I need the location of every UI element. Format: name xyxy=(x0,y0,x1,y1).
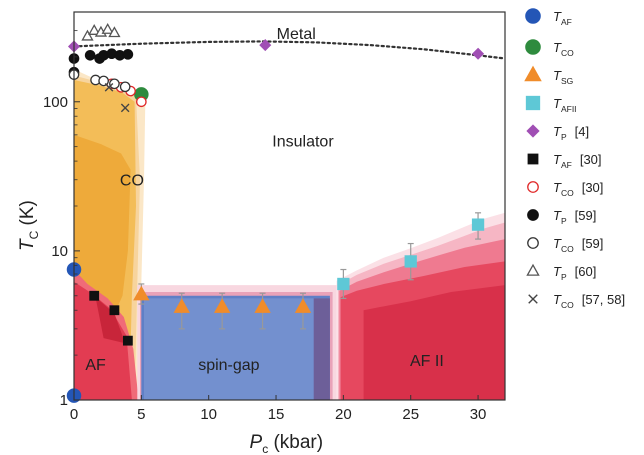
region-label-0: Metal xyxy=(277,26,316,43)
legend-marker-5 xyxy=(527,153,539,165)
region-label-5: AF II xyxy=(410,353,444,370)
x-axis-label: Pc (kbar) xyxy=(250,432,324,455)
data-point-2-3 xyxy=(254,298,271,313)
data-point-10-1 xyxy=(120,103,130,113)
legend-marker-10 xyxy=(528,294,538,304)
region-label-2: CO xyxy=(120,173,144,190)
legend-marker-4 xyxy=(526,124,540,138)
x-tick-label-0: 0 xyxy=(70,406,78,423)
data-point-6-3 xyxy=(136,96,147,108)
x-tick-label-3: 15 xyxy=(268,406,285,423)
x-tick-label-1: 5 xyxy=(137,406,145,423)
legend-marker-1 xyxy=(525,39,541,55)
data-point-5-0 xyxy=(89,290,100,301)
legend: TAF TCO TSG TAFII TP [4] TAF [30] TCO [30] TP [59] T… xyxy=(524,8,625,310)
legend-label-1: TCO xyxy=(553,40,574,58)
legend-label-2: TSG xyxy=(553,68,573,86)
x-tick-label-6: 30 xyxy=(470,406,487,423)
legend-label-4: TP [4] xyxy=(553,124,589,142)
sg-region-body xyxy=(144,298,325,400)
y-axis-ticks: 1 10 100 xyxy=(43,11,80,409)
x-tick-label-5: 25 xyxy=(402,406,419,423)
data-point-9-0 xyxy=(81,29,94,41)
legend-marker-7 xyxy=(527,209,539,221)
legend-marker-3 xyxy=(525,95,541,111)
data-point-2-0 xyxy=(133,285,150,301)
data-point-4-2 xyxy=(472,47,485,60)
data-points xyxy=(66,22,485,403)
legend-label-3: TAFII xyxy=(553,96,577,114)
data-point-3-0 xyxy=(337,277,350,291)
data-point-5-1 xyxy=(109,305,120,316)
legend-label-0: TAF xyxy=(553,9,572,27)
legend-label-7: TP [59] xyxy=(553,208,596,226)
legend-label-8: TCO [59] xyxy=(553,236,603,254)
x-axis-ticks: 0 5 10 15 20 25 30 xyxy=(70,395,487,423)
data-point-9-3 xyxy=(101,22,114,34)
data-point-9-4 xyxy=(108,26,121,38)
metal-insulator-boundary xyxy=(74,40,505,60)
data-point-3-2 xyxy=(471,218,485,231)
y-tick-label-2: 100 xyxy=(43,94,68,111)
data-point-9-1 xyxy=(88,24,101,35)
afii-region-layer-4 xyxy=(363,285,505,400)
legend-marker-9 xyxy=(526,263,540,276)
data-point-7-2 xyxy=(84,49,96,61)
axis-labels: Pc (kbar) TC (K) xyxy=(17,200,323,455)
phase-regions xyxy=(74,69,505,400)
metal-insulator-line xyxy=(74,40,505,60)
data-point-3-1 xyxy=(404,255,417,268)
data-point-4-1 xyxy=(259,39,272,52)
region-label-3: spin-gap xyxy=(198,357,259,374)
x-tick-label-2: 10 xyxy=(200,406,217,423)
legend-label-10: TCO [57, 58] xyxy=(553,292,625,310)
legend-marker-8 xyxy=(527,237,539,249)
x-tick-label-4: 20 xyxy=(335,406,352,423)
legend-marker-2 xyxy=(524,65,542,82)
co-region-layer-3 xyxy=(74,134,131,329)
legend-marker-0 xyxy=(525,8,541,24)
data-point-8-4 xyxy=(119,81,131,93)
data-point-10-0 xyxy=(104,83,114,92)
data-point-2-1 xyxy=(173,298,190,313)
region-label-4: AF xyxy=(85,357,106,374)
region-label-1: Insulator xyxy=(272,133,334,150)
y-tick-label-0: 1 xyxy=(60,392,68,409)
legend-label-6: TCO [30] xyxy=(553,180,603,198)
data-point-2-2 xyxy=(213,298,231,313)
legend-label-5: TAF [30] xyxy=(553,152,602,170)
legend-marker-6 xyxy=(527,181,539,193)
data-point-7-7 xyxy=(122,49,134,60)
y-tick-label-1: 10 xyxy=(51,243,68,260)
y-axis-label: TC (K) xyxy=(17,200,41,251)
sg-region-edge xyxy=(313,298,330,400)
data-point-8-2 xyxy=(98,75,109,87)
data-point-5-2 xyxy=(122,335,133,346)
data-point-8-3 xyxy=(109,78,120,90)
data-point-2-4 xyxy=(294,298,312,313)
af-region-inner xyxy=(74,281,132,400)
region-labels: Metal Insulator CO spin-gap AF AF II xyxy=(85,26,443,374)
af-region-core xyxy=(95,297,126,344)
legend-label-9: TP [60] xyxy=(553,264,596,282)
